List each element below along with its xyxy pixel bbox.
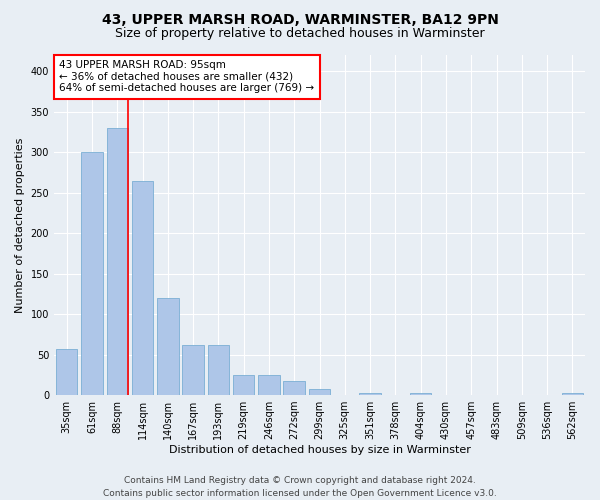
- Bar: [258, 375, 280, 395]
- Bar: [56, 349, 77, 395]
- Bar: [132, 180, 153, 395]
- Bar: [410, 392, 431, 395]
- Bar: [359, 392, 381, 395]
- Bar: [107, 128, 128, 395]
- Text: Contains HM Land Registry data © Crown copyright and database right 2024.
Contai: Contains HM Land Registry data © Crown c…: [103, 476, 497, 498]
- X-axis label: Distribution of detached houses by size in Warminster: Distribution of detached houses by size …: [169, 445, 470, 455]
- Text: Size of property relative to detached houses in Warminster: Size of property relative to detached ho…: [115, 28, 485, 40]
- Bar: [208, 345, 229, 395]
- Y-axis label: Number of detached properties: Number of detached properties: [15, 138, 25, 312]
- Text: 43 UPPER MARSH ROAD: 95sqm
← 36% of detached houses are smaller (432)
64% of sem: 43 UPPER MARSH ROAD: 95sqm ← 36% of deta…: [59, 60, 314, 94]
- Bar: [157, 298, 179, 395]
- Bar: [182, 345, 204, 395]
- Bar: [233, 375, 254, 395]
- Bar: [309, 388, 330, 395]
- Bar: [562, 392, 583, 395]
- Text: 43, UPPER MARSH ROAD, WARMINSTER, BA12 9PN: 43, UPPER MARSH ROAD, WARMINSTER, BA12 9…: [101, 12, 499, 26]
- Bar: [283, 380, 305, 395]
- Bar: [81, 152, 103, 395]
- Title: 43, UPPER MARSH ROAD, WARMINSTER, BA12 9PN
Size of property relative to detached: 43, UPPER MARSH ROAD, WARMINSTER, BA12 9…: [0, 499, 1, 500]
